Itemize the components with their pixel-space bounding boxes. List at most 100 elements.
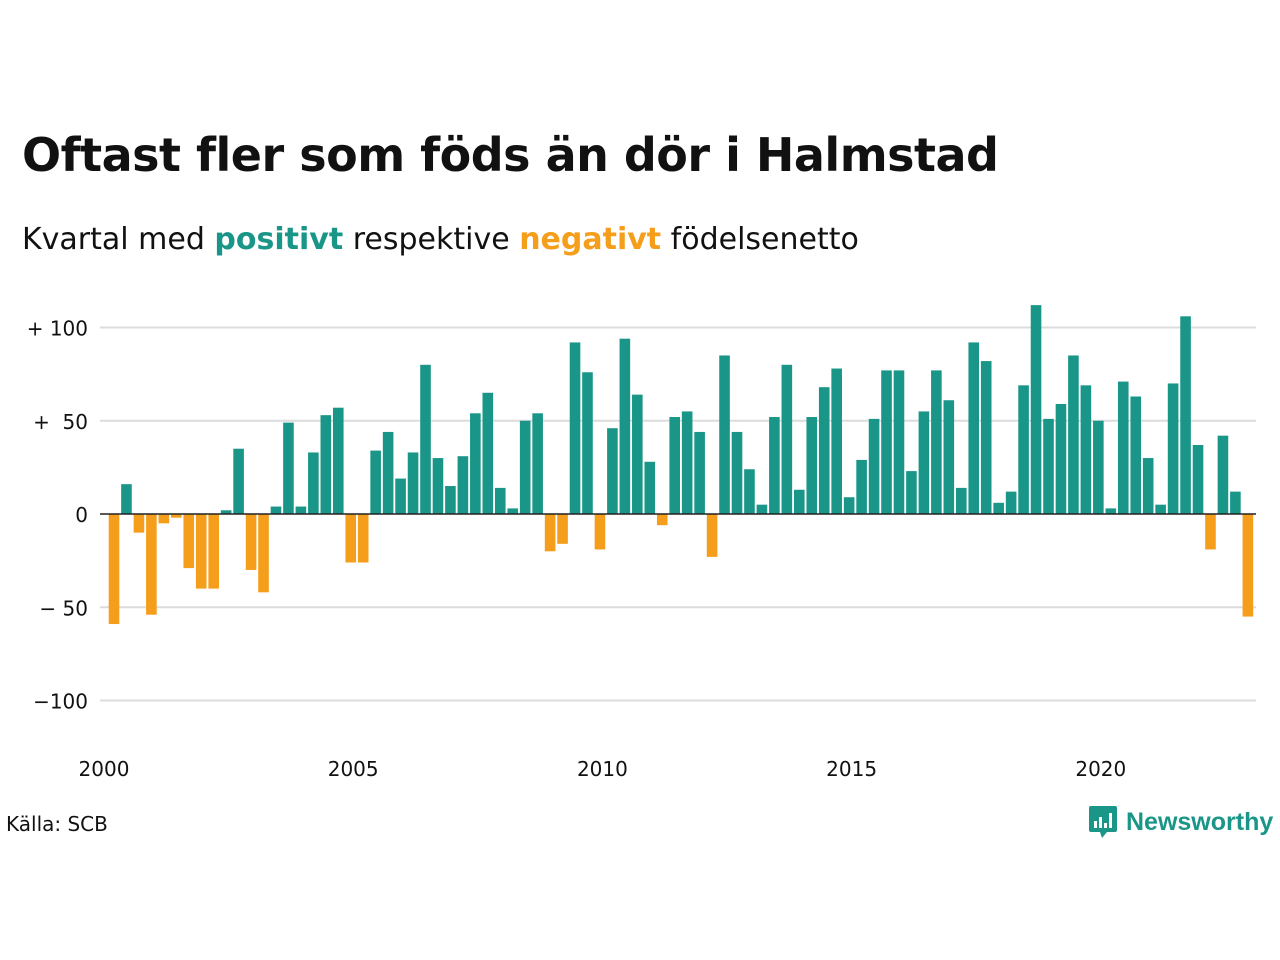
bar [445,486,456,514]
bar [831,368,842,514]
bar [370,450,381,514]
bar [395,478,406,514]
source-note: Källa: SCB [6,812,108,836]
bar [632,394,643,514]
bar [1080,385,1092,514]
bar [382,431,394,514]
bar [744,469,755,514]
brand-logo: Newsworthy [1088,804,1273,840]
bar [332,407,344,514]
bar [918,411,930,514]
bar [133,514,145,533]
chart-subtitle: Kvartal med positivt respektive negativt… [22,222,859,257]
bar [993,502,1004,514]
x-tick-label: 2000 [79,757,130,781]
bar [1030,305,1042,514]
bar [1180,316,1191,514]
bar [220,510,232,514]
bar [569,342,581,514]
bar [432,458,444,514]
bar [1068,355,1079,514]
bar [208,514,219,589]
bar [669,417,680,514]
bar [183,514,195,569]
bar [980,361,992,514]
bar [171,514,182,518]
bar [519,420,531,514]
bar [308,452,319,514]
bar [756,504,768,514]
bar [320,415,332,514]
bar [108,514,120,625]
bar [1117,381,1129,514]
bar [843,497,855,514]
newsworthy-logo-icon [1089,806,1117,838]
brand-name: Newsworthy [1126,807,1274,836]
bar [594,514,606,550]
bar [233,448,244,514]
bar [557,514,568,544]
subtitle-text-2: respektive [343,222,520,257]
bar [881,370,892,514]
bar [1242,514,1254,617]
bar [283,422,294,514]
bar [295,506,307,514]
bar [1043,418,1054,514]
bar [868,418,880,514]
bar [245,514,257,570]
bar [694,431,705,514]
x-tick-label: 2020 [1075,757,1126,781]
bar [121,484,132,514]
bar [619,338,631,514]
bar [769,417,780,514]
bar [706,514,718,557]
bar [681,411,693,514]
subtitle-negative-word: negativt [519,222,662,257]
y-tick-label: + 100 [27,317,88,341]
bar [1055,403,1067,514]
x-tick-label: 2005 [328,757,379,781]
chart-title: Oftast fler som föds än dör i Halmstad [22,128,999,182]
bar [656,514,668,526]
y-tick-label: − 50 [39,596,88,620]
bar [345,514,357,563]
y-tick-label: 0 [75,503,88,527]
bar [258,514,269,593]
bar [420,364,431,514]
bar [1105,508,1117,514]
bar [1167,383,1179,514]
bar [893,370,905,514]
bar [407,452,419,514]
bar [507,508,519,514]
y-tick-label: + 50 [33,410,88,434]
bar [943,400,955,514]
bar [357,514,369,563]
bar [806,417,818,514]
bar [955,487,967,514]
bar [457,456,469,514]
bar [1217,435,1229,514]
subtitle-text-1: Kvartal med [22,222,215,257]
y-tick-label: −100 [33,690,88,714]
bar [1230,491,1241,514]
bar [794,489,805,514]
bar [906,471,917,514]
bar [544,514,556,552]
subtitle-text-3: födelsenetto [661,222,859,257]
bar [494,487,506,514]
bar [931,370,942,514]
bar [818,387,830,514]
bar [532,413,543,514]
bar [270,506,282,514]
bar [195,514,207,589]
bar [582,372,593,514]
bar [1018,385,1029,514]
bar [1093,420,1104,514]
bar [781,364,793,514]
bar [1155,504,1166,514]
bar [856,459,867,514]
bar [1130,396,1142,514]
x-tick-label: 2010 [577,757,628,781]
bar [158,514,170,524]
bar [644,461,656,514]
